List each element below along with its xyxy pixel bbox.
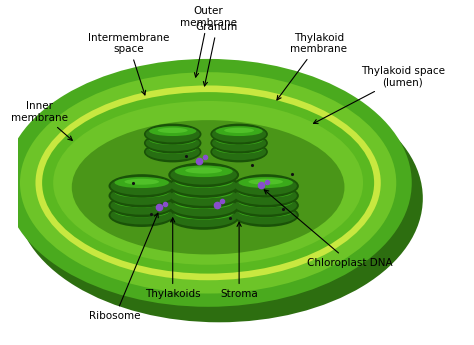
Ellipse shape <box>109 184 175 207</box>
Ellipse shape <box>185 210 222 216</box>
Ellipse shape <box>146 135 200 151</box>
Ellipse shape <box>158 137 188 142</box>
Ellipse shape <box>168 194 239 219</box>
Ellipse shape <box>115 187 169 198</box>
Ellipse shape <box>235 206 297 225</box>
Ellipse shape <box>115 197 169 208</box>
Ellipse shape <box>216 144 263 154</box>
Ellipse shape <box>235 196 297 215</box>
Ellipse shape <box>248 179 283 185</box>
Ellipse shape <box>238 206 293 217</box>
Ellipse shape <box>232 204 299 227</box>
Ellipse shape <box>146 144 200 160</box>
Ellipse shape <box>125 208 159 214</box>
Ellipse shape <box>210 132 268 154</box>
Ellipse shape <box>168 184 239 208</box>
Ellipse shape <box>185 178 222 184</box>
Text: Thylakoid
membrane: Thylakoid membrane <box>277 33 347 100</box>
Ellipse shape <box>235 186 297 205</box>
Ellipse shape <box>171 208 237 227</box>
Ellipse shape <box>109 174 175 198</box>
Ellipse shape <box>149 135 196 145</box>
Ellipse shape <box>72 120 345 255</box>
Ellipse shape <box>212 144 266 160</box>
Text: Granum: Granum <box>196 22 238 86</box>
Ellipse shape <box>248 189 283 195</box>
Ellipse shape <box>110 196 173 215</box>
Text: Thylakoid space
(lumen): Thylakoid space (lumen) <box>313 66 445 124</box>
Ellipse shape <box>115 177 169 188</box>
Ellipse shape <box>174 176 233 188</box>
Ellipse shape <box>210 141 268 162</box>
Ellipse shape <box>174 187 233 198</box>
Ellipse shape <box>232 174 299 198</box>
Ellipse shape <box>168 205 239 230</box>
Ellipse shape <box>144 141 201 162</box>
Ellipse shape <box>109 194 175 217</box>
Ellipse shape <box>110 206 173 225</box>
Ellipse shape <box>168 173 239 198</box>
Ellipse shape <box>174 166 233 177</box>
Ellipse shape <box>232 194 299 217</box>
Text: Intermembrane
space: Intermembrane space <box>88 33 169 95</box>
Ellipse shape <box>185 189 222 195</box>
Ellipse shape <box>238 197 293 208</box>
Ellipse shape <box>216 135 263 145</box>
Ellipse shape <box>20 72 396 294</box>
Ellipse shape <box>185 199 222 205</box>
Ellipse shape <box>36 86 381 280</box>
Ellipse shape <box>110 186 173 205</box>
Ellipse shape <box>238 187 293 198</box>
Text: Thylakoids: Thylakoids <box>145 218 201 299</box>
Ellipse shape <box>158 146 188 151</box>
Ellipse shape <box>149 144 196 154</box>
Ellipse shape <box>109 204 175 227</box>
Text: Ribosome: Ribosome <box>90 213 158 321</box>
Ellipse shape <box>146 126 200 142</box>
Ellipse shape <box>125 189 159 195</box>
Ellipse shape <box>171 197 237 217</box>
Ellipse shape <box>115 206 169 217</box>
Ellipse shape <box>235 177 297 195</box>
Text: Stroma: Stroma <box>220 222 258 299</box>
Ellipse shape <box>216 126 263 136</box>
Ellipse shape <box>53 101 363 265</box>
Ellipse shape <box>171 176 237 195</box>
Ellipse shape <box>168 162 239 187</box>
Ellipse shape <box>174 208 233 220</box>
Ellipse shape <box>110 177 173 195</box>
Ellipse shape <box>4 59 412 307</box>
Ellipse shape <box>42 92 374 274</box>
Ellipse shape <box>149 126 196 136</box>
Text: Inner
membrane: Inner membrane <box>11 101 73 140</box>
Ellipse shape <box>224 146 254 151</box>
Ellipse shape <box>144 132 201 154</box>
Ellipse shape <box>171 165 237 185</box>
Ellipse shape <box>232 184 299 207</box>
Ellipse shape <box>174 197 233 209</box>
Text: Chloroplast DNA: Chloroplast DNA <box>264 190 392 267</box>
Ellipse shape <box>212 126 266 142</box>
Ellipse shape <box>224 137 254 142</box>
Ellipse shape <box>248 198 283 204</box>
Ellipse shape <box>144 124 201 145</box>
Ellipse shape <box>185 167 222 174</box>
Text: Outer
membrane: Outer membrane <box>180 6 237 77</box>
Ellipse shape <box>212 135 266 151</box>
Ellipse shape <box>125 198 159 204</box>
Ellipse shape <box>158 128 188 133</box>
Ellipse shape <box>224 128 254 133</box>
Ellipse shape <box>248 208 283 214</box>
Ellipse shape <box>210 124 268 145</box>
Ellipse shape <box>125 179 159 185</box>
Ellipse shape <box>16 75 423 322</box>
Ellipse shape <box>171 186 237 206</box>
Ellipse shape <box>238 177 293 188</box>
